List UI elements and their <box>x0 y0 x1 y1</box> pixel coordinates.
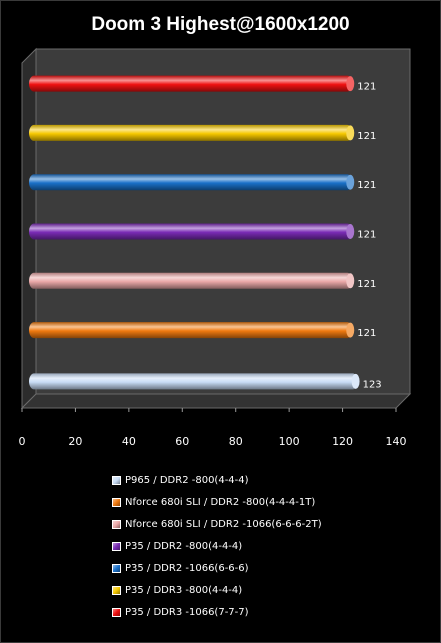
bar-cap-5 <box>346 174 355 190</box>
legend-swatch <box>112 519 121 529</box>
legend-label: Nforce 680i SLI / DDR2 -800(4-4-4-1T) <box>125 497 316 508</box>
x-tick-label-140: 140 <box>386 435 407 448</box>
legend-item: P35 / DDR2 -800(4-4-4) <box>112 536 432 558</box>
chart-title: Doom 3 Highest@1600x1200 <box>91 14 350 35</box>
bar-2 <box>29 322 353 339</box>
bar-6 <box>29 124 353 141</box>
legend: P965 / DDR2 -800(4-4-4) Nforce 680i SLI /… <box>112 470 432 624</box>
legend-item: P35 / DDR2 -1066(6-6-6) <box>112 558 432 580</box>
x-axis: 0 20 40 60 80 100 120 140 <box>19 408 407 448</box>
legend-swatch <box>112 607 121 617</box>
legend-item: Nforce 680i SLI / DDR2 -1066(6-6-6-2T) <box>112 514 432 536</box>
bar-cap-4 <box>346 224 355 239</box>
x-tick-label-100: 100 <box>279 435 300 448</box>
data-label-7: 121 <box>357 82 376 93</box>
bar-cap-7 <box>346 76 355 92</box>
bar-1 <box>29 373 358 390</box>
legend-label: P35 / DDR2 -800(4-4-4) <box>125 541 243 552</box>
bar-5 <box>29 174 353 191</box>
bar-cap-1 <box>351 373 360 389</box>
x-tick-label-80: 80 <box>229 435 243 448</box>
legend-swatch <box>112 497 121 507</box>
data-label-4: 121 <box>357 230 376 241</box>
bar-3 <box>29 272 353 289</box>
x-tick-label-120: 120 <box>332 435 353 448</box>
floor <box>20 393 412 409</box>
legend-item: P35 / DDR3 -1066(7-7-7) <box>112 602 432 624</box>
data-label-5: 121 <box>357 180 376 191</box>
bar-cap-3 <box>346 273 355 289</box>
bar-4 <box>29 223 353 240</box>
legend-label: P965 / DDR2 -800(4-4-4) <box>125 475 249 486</box>
bars-layer: 123 121 121 121 121 121 121 <box>29 75 382 390</box>
x-tick-label-20: 20 <box>68 435 82 448</box>
legend-label: Nforce 680i SLI / DDR2 -1066(6-6-6-2T) <box>125 519 322 530</box>
legend-swatch <box>112 585 121 595</box>
legend-item: P965 / DDR2 -800(4-4-4) <box>112 470 432 492</box>
bar-7 <box>29 75 353 92</box>
data-label-1: 123 <box>363 379 382 390</box>
legend-label: P35 / DDR3 -800(4-4-4) <box>125 585 243 596</box>
data-label-2: 121 <box>357 328 376 339</box>
back-wall <box>35 48 411 395</box>
bar-cap-6 <box>346 125 355 141</box>
legend-swatch <box>112 475 121 485</box>
legend-swatch <box>112 563 121 573</box>
data-label-6: 121 <box>357 131 376 142</box>
x-tick-label-40: 40 <box>122 435 136 448</box>
legend-item: Nforce 680i SLI / DDR2 -800(4-4-4-1T) <box>112 492 432 514</box>
legend-item: P35 / DDR3 -800(4-4-4) <box>112 580 432 602</box>
data-label-3: 121 <box>357 279 376 290</box>
legend-label: P35 / DDR2 -1066(6-6-6) <box>125 563 249 574</box>
x-tick-label-0: 0 <box>19 435 26 448</box>
bar-cap-2 <box>346 322 355 338</box>
legend-swatch <box>112 541 121 551</box>
x-tick-label-60: 60 <box>175 435 189 448</box>
legend-label: P35 / DDR3 -1066(7-7-7) <box>125 607 249 618</box>
